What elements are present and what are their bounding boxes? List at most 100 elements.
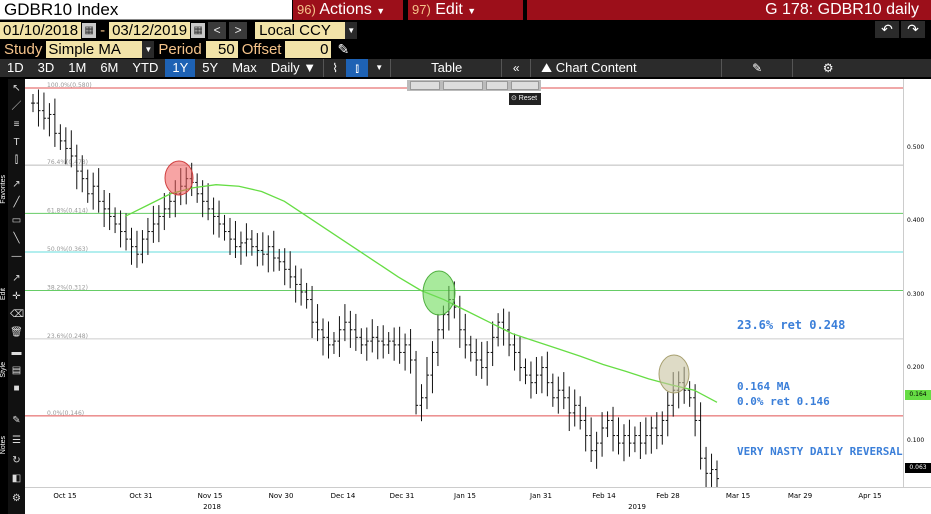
style-icon[interactable]: ▤ <box>11 365 22 376</box>
brush-icon[interactable]: ╱ <box>13 197 20 208</box>
fib-level-label: 38.2%(0.312) <box>47 284 88 291</box>
period-3d-button[interactable]: 3D <box>37 60 55 75</box>
y-axis: 0.500 0.400 0.300 0.200 0.100 0.164 0.06… <box>903 79 931 487</box>
color-icon[interactable]: ▬ <box>11 347 22 358</box>
x-tick-label: Feb 14 <box>592 492 616 500</box>
period-1d-button[interactable]: 1D <box>7 60 24 75</box>
box-tool-icon[interactable]: ▭ <box>11 215 22 226</box>
eraser-icon[interactable]: ⌫ <box>10 309 25 320</box>
period-1m-button[interactable]: 1M <box>68 60 87 75</box>
actions-number: 96) <box>297 2 316 17</box>
notes-section-label: Notes <box>0 436 7 455</box>
y-tick-label: 0.400 <box>907 217 925 224</box>
gear-icon[interactable]: ⚙ <box>12 493 21 504</box>
refresh-icon[interactable]: ↻ <box>12 455 21 466</box>
arrow-up-icon[interactable]: ↗ <box>12 273 21 284</box>
hline-tool-icon[interactable]: — <box>11 251 22 262</box>
bars-tool-icon[interactable]: ⫿ <box>14 155 19 166</box>
note-icon[interactable]: ✎ <box>12 415 21 426</box>
date-range-row: 01/10/2018 ▦ - 03/12/2019 ▦ < > Local CC… <box>0 21 931 39</box>
x-tick-label: Feb 28 <box>656 492 680 500</box>
style-section-label: Style <box>0 362 7 378</box>
frequency-select[interactable]: Daily ▼ <box>264 59 323 77</box>
chart-title: G 178: GDBR10 daily <box>527 0 931 20</box>
edit-menu[interactable]: 97) Edit ▼ <box>407 0 523 20</box>
drawing-toolbar: ↖ ／ ≡ T ⫿ ↗ ╱ ▭ ╲ — ↗ ✛ ⌫ 🗑 ▬ ▤ ■ ✎ ☰ ↻ … <box>8 79 25 514</box>
legend-item[interactable] <box>511 81 539 90</box>
period-6m-button[interactable]: 6M <box>100 60 119 75</box>
fib-level-label: 76.4%(0.478) <box>47 159 88 166</box>
chevron-down-icon[interactable]: ▼ <box>142 40 155 58</box>
trash-icon[interactable]: 🗑 <box>10 327 23 338</box>
x-axis: Oct 15 Oct 31 Nov 15 Nov 30 Dec 14 Dec 3… <box>25 487 931 514</box>
y-tick-label: 0.100 <box>907 437 925 444</box>
bar-chart-icon[interactable]: ⫾ <box>346 59 369 77</box>
text-tool-icon[interactable]: T <box>13 137 20 148</box>
study-label: Study <box>4 40 43 58</box>
price-chart: 100.0%(0.580) 76.4%(0.478) 61.8%(0.414) 50.… <box>25 82 903 492</box>
undo-icon[interactable]: ↶ <box>875 21 899 38</box>
line-chart-icon[interactable]: ⌇ <box>332 61 339 75</box>
redo-icon[interactable]: ↷ <box>901 21 925 38</box>
currency-select[interactable]: Local CCY <box>255 21 346 39</box>
trend-tool-icon[interactable]: ╲ <box>13 233 20 244</box>
actions-menu[interactable]: 96) Actions ▼ <box>292 0 403 20</box>
highlight-circle-green <box>422 270 456 316</box>
crosshair-icon[interactable]: ✛ <box>12 291 21 302</box>
y-tick-label: 0.500 <box>907 144 925 151</box>
prev-period-button[interactable]: < <box>208 21 227 39</box>
fib-level-label: 61.8%(0.414) <box>47 207 88 214</box>
calendar-icon[interactable]: ▦ <box>191 22 206 38</box>
offset-label: Offset <box>241 40 282 58</box>
line-tool-icon[interactable]: ／ <box>11 101 22 112</box>
study-select[interactable]: Simple MA <box>46 40 143 58</box>
table-button[interactable]: Table <box>431 60 463 75</box>
legend-item[interactable] <box>443 81 483 90</box>
fib-236-annotation: 23.6% ret 0.248 <box>737 318 846 332</box>
pointer-icon[interactable]: ↖ <box>12 83 21 94</box>
legend-item[interactable] <box>486 81 508 90</box>
start-date-input[interactable]: 01/10/2018 <box>0 21 82 39</box>
chart-canvas[interactable]: 100.0%(0.580) 76.4%(0.478) 61.8%(0.414) 50.… <box>25 79 903 492</box>
highlight-circle-red <box>164 160 194 196</box>
fib-level-label: 50.0%(0.363) <box>47 246 88 253</box>
x-year-label: 2019 <box>628 503 646 511</box>
legend-item[interactable] <box>410 81 440 90</box>
ticker-title[interactable]: GDBR10 Index <box>0 0 292 20</box>
period-1y-button[interactable]: 1Y <box>165 59 196 77</box>
fib-0-annotation: 0.0% ret 0.146 <box>737 395 830 408</box>
fill-icon[interactable]: ■ <box>13 383 20 394</box>
reset-zoom-button[interactable]: ⊙ Reset <box>509 93 541 105</box>
chevron-down-icon[interactable]: ▼ <box>345 21 358 39</box>
period-max-button[interactable]: Max <box>232 60 257 75</box>
comment-icon[interactable]: ☰ <box>12 435 21 446</box>
reversal-note: VERY NASTY DAILY REVERSAL <box>737 445 903 458</box>
pencil-icon[interactable]: ✎ <box>337 40 350 57</box>
y-tick-label: 0.200 <box>907 364 925 371</box>
dropdown-arrow-icon: ▼ <box>467 6 477 16</box>
collapse-icon[interactable]: « <box>512 61 520 75</box>
legend-bar[interactable] <box>407 80 541 91</box>
fib-level-label: 100.0%(0.580) <box>47 82 92 89</box>
x-tick-label: Dec 31 <box>389 492 415 500</box>
edit-square-icon[interactable]: ✎ <box>752 61 763 75</box>
period-5y-button[interactable]: 5Y <box>202 60 219 75</box>
end-date-input[interactable]: 03/12/2019 <box>109 21 191 39</box>
period-ytd-button[interactable]: YTD <box>132 60 159 75</box>
x-tick-label: Oct 15 <box>53 492 77 500</box>
camera-icon[interactable]: ◧ <box>11 473 22 484</box>
ma-value-badge: 0.164 <box>905 390 931 400</box>
chart-content-button[interactable]: ⛰ Chart Content <box>531 59 721 77</box>
x-tick-label: Apr 15 <box>858 492 882 500</box>
fib-level-label: 23.6%(0.248) <box>47 333 88 340</box>
x-year-label: 2018 <box>203 503 221 511</box>
arrow-tool-icon[interactable]: ↗ <box>12 179 21 190</box>
gear-icon[interactable]: ⚙ <box>822 61 834 75</box>
period-input[interactable]: 50 <box>205 40 238 58</box>
calendar-icon[interactable]: ▦ <box>82 22 97 38</box>
offset-input[interactable]: 0 <box>285 40 332 58</box>
highlight-circle-tan <box>658 354 690 394</box>
fib-tool-icon[interactable]: ≡ <box>13 119 20 130</box>
chevron-down-icon[interactable]: ▼ <box>375 63 384 72</box>
next-period-button[interactable]: > <box>229 21 248 39</box>
